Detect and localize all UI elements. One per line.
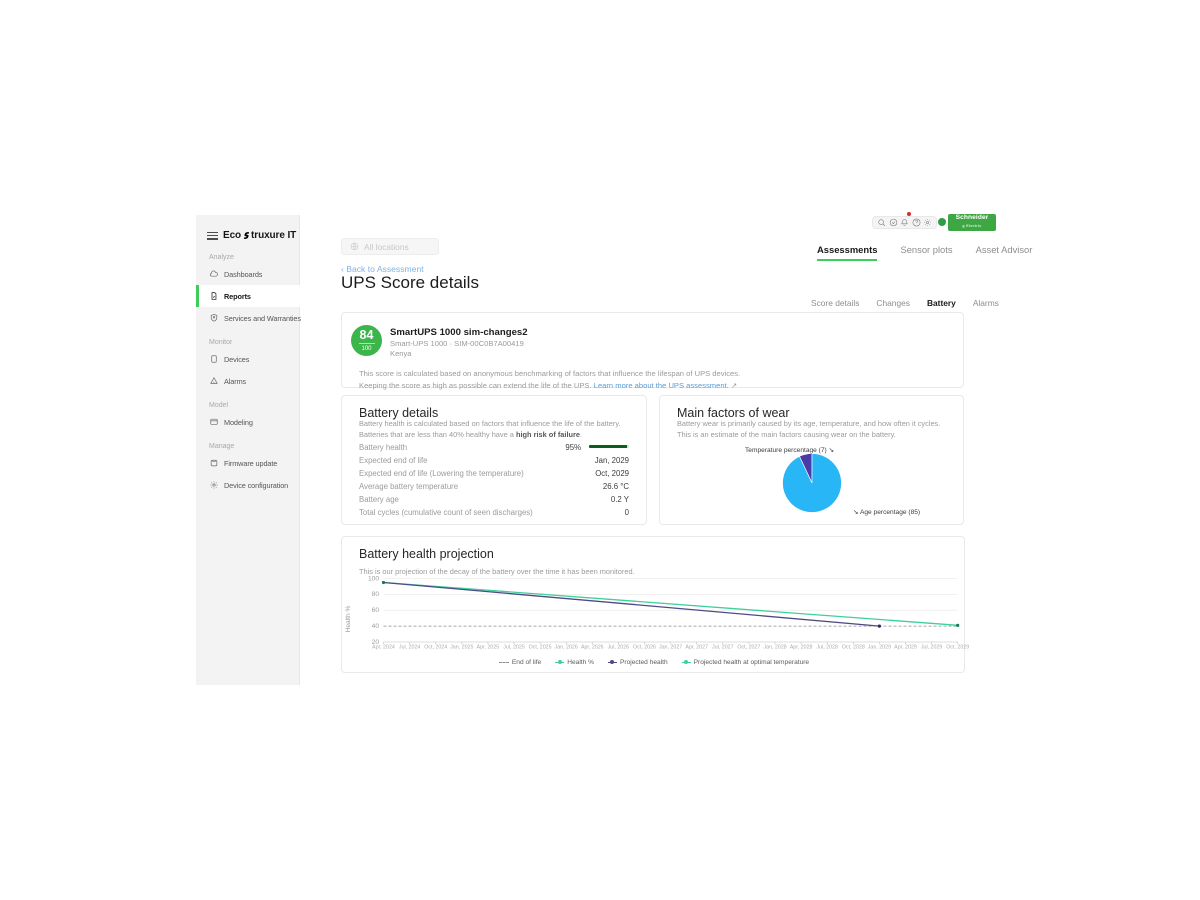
svg-text:60: 60 (372, 607, 380, 614)
svg-text:Jul, 2024: Jul, 2024 (399, 645, 421, 651)
svg-text:Jan, 2027: Jan, 2027 (659, 645, 682, 651)
svg-text:Apr, 2026: Apr, 2026 (581, 645, 604, 651)
svg-text:Jan, 2026: Jan, 2026 (555, 645, 578, 651)
svg-text:Jul, 2029: Jul, 2029 (921, 645, 943, 651)
svg-text:Jan, 2029: Jan, 2029 (868, 645, 891, 651)
svg-text:Jul, 2027: Jul, 2027 (712, 645, 734, 651)
svg-text:Oct, 2028: Oct, 2028 (842, 645, 865, 651)
svg-text:80: 80 (372, 591, 380, 598)
svg-text:Oct, 2029: Oct, 2029 (946, 645, 969, 651)
svg-text:Jul, 2028: Jul, 2028 (816, 645, 838, 651)
svg-text:Jan, 2028: Jan, 2028 (763, 645, 786, 651)
svg-text:Jul, 2026: Jul, 2026 (608, 645, 630, 651)
svg-text:Oct, 2025: Oct, 2025 (529, 645, 552, 651)
svg-text:40: 40 (372, 623, 380, 630)
svg-text:Oct, 2027: Oct, 2027 (737, 645, 760, 651)
svg-text:Health %: Health % (345, 605, 352, 632)
svg-text:100: 100 (368, 575, 379, 582)
svg-text:Apr, 2027: Apr, 2027 (685, 645, 708, 651)
svg-text:Jul, 2025: Jul, 2025 (503, 645, 525, 651)
svg-text:Apr, 2029: Apr, 2029 (894, 645, 917, 651)
svg-text:Oct, 2024: Oct, 2024 (424, 645, 447, 651)
svg-text:Jan, 2025: Jan, 2025 (450, 645, 473, 651)
svg-text:Apr, 2028: Apr, 2028 (790, 645, 813, 651)
svg-text:Apr, 2025: Apr, 2025 (477, 645, 500, 651)
svg-text:Apr, 2024: Apr, 2024 (372, 645, 395, 651)
svg-text:Oct, 2026: Oct, 2026 (633, 645, 656, 651)
